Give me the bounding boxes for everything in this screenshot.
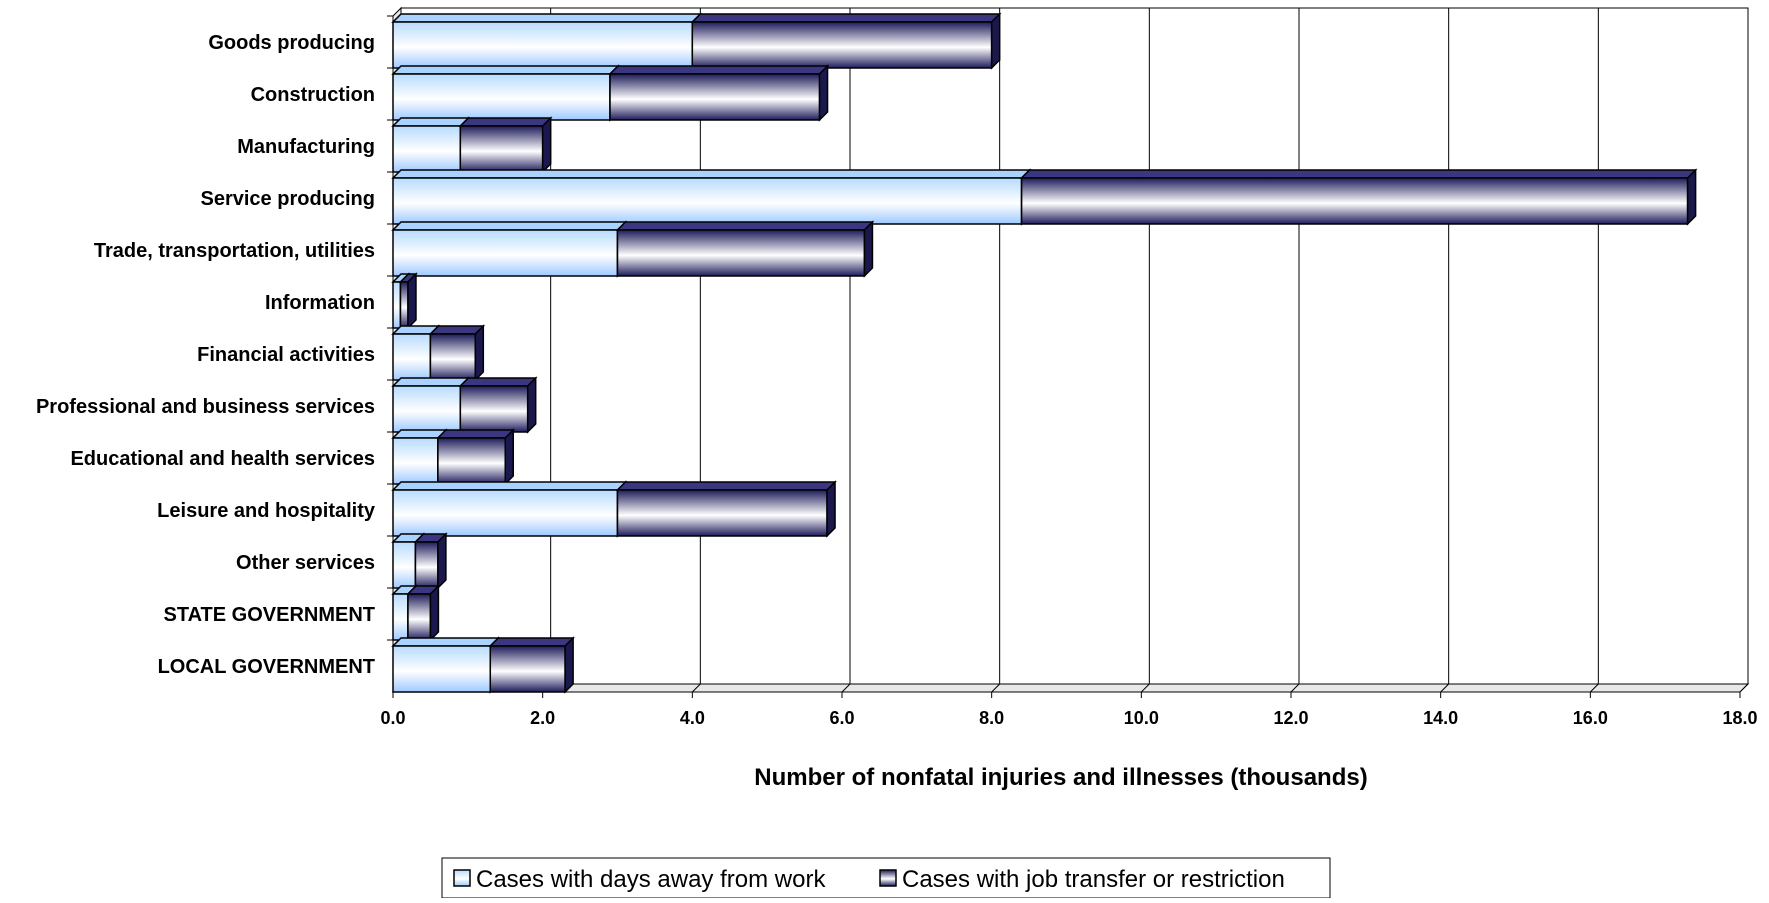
category-label: Leisure and hospitality (157, 500, 376, 522)
bar-segment (391, 64, 620, 122)
bar-segment (608, 64, 830, 122)
category-label: Service producing (201, 188, 376, 210)
x-tick-label: 2.0 (530, 708, 555, 728)
bar-segment (436, 428, 516, 486)
bar-segment (458, 116, 553, 174)
bar-segment (391, 376, 471, 434)
bar-segment (398, 272, 418, 330)
x-tick-label: 12.0 (1273, 708, 1308, 728)
category-label: LOCAL GOVERNMENT (158, 656, 375, 678)
x-tick-label: 0.0 (380, 708, 405, 728)
floor-gridline (691, 683, 701, 693)
floor-gridline (1290, 683, 1300, 693)
category-label: Financial activities (197, 344, 375, 366)
bar-segment (413, 532, 448, 590)
category-label: Construction (251, 84, 375, 106)
bar-segment (458, 376, 538, 434)
floor-gridline (1440, 683, 1450, 693)
bar-segment (391, 12, 703, 70)
floor-gridline (1739, 683, 1749, 693)
category-label: Manufacturing (237, 136, 375, 158)
legend: Cases with days away from work Cases with… (441, 857, 1331, 899)
floor-gridline (991, 683, 1001, 693)
category-label: Trade, transportation, utilities (94, 240, 375, 262)
x-tick-label: 18.0 (1722, 708, 1757, 728)
legend-swatch (453, 869, 471, 887)
category-label: Information (265, 292, 375, 314)
x-tick-label: 14.0 (1423, 708, 1458, 728)
legend-swatch (879, 869, 897, 887)
bar-segment (391, 220, 628, 278)
floor-gridline (1140, 683, 1150, 693)
category-label: Other services (236, 552, 375, 574)
bar-segment (615, 480, 837, 538)
bar-segment (428, 324, 486, 382)
category-label: Goods producing (208, 32, 375, 54)
x-tick-label: 4.0 (680, 708, 705, 728)
bar-segment (391, 636, 501, 694)
bar-segment (406, 584, 441, 642)
x-tick-label: 16.0 (1573, 708, 1608, 728)
bar-segment (391, 168, 1032, 226)
floor-gridline (1589, 683, 1599, 693)
x-tick-label: 6.0 (829, 708, 854, 728)
x-tick-label: 8.0 (979, 708, 1004, 728)
bar-segment (488, 636, 575, 694)
category-label: Educational and health services (70, 448, 375, 470)
category-label: Professional and business services (36, 396, 375, 418)
category-label: STATE GOVERNMENT (164, 604, 375, 626)
x-axis-title: Number of nonfatal injuries and illnesse… (754, 764, 1367, 791)
bar-segment (690, 12, 1002, 70)
legend-label: Cases with days away from work (476, 866, 826, 893)
plot-floor (391, 683, 1750, 693)
bar-segment (1019, 168, 1698, 226)
x-tick-label: 10.0 (1124, 708, 1159, 728)
bar-segment (391, 116, 471, 174)
bar-segment (615, 220, 875, 278)
legend-label: Cases with job transfer or restriction (902, 866, 1285, 893)
bar-segment (391, 480, 628, 538)
floor-gridline (841, 683, 851, 693)
